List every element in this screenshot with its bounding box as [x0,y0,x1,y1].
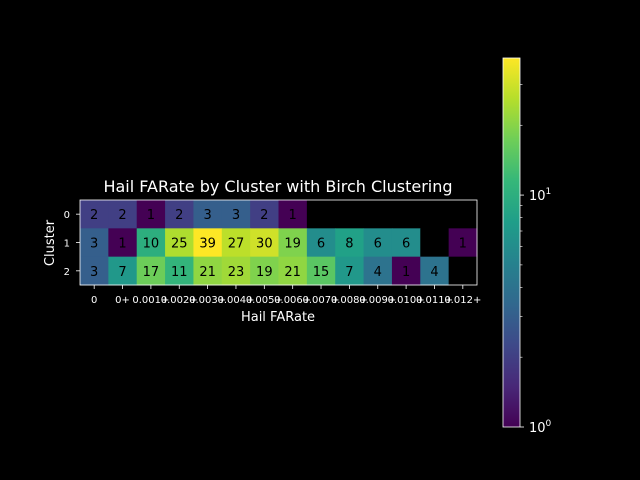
heatmap-cell [420,200,449,229]
cell-value-label: 3 [232,208,240,223]
cell-value-label: 23 [228,265,245,280]
cell-value-label: 1 [459,237,467,252]
heatmap-cell [307,200,336,229]
cell-value-label: 27 [228,237,245,252]
cell-value-label: 6 [374,237,382,252]
cell-value-label: 2 [260,208,268,223]
colorbar-tick-label: 100 [529,419,552,436]
cell-value-label: 6 [317,237,325,252]
x-tick-label: 0+ [115,295,130,306]
cell-value-label: 30 [256,237,273,252]
heatmap-cell [335,200,364,229]
cell-value-label: 3 [203,208,211,223]
cell-value-label: 21 [199,265,216,280]
chart-title: Hail FARate by Cluster with Birch Cluste… [103,177,452,196]
cell-value-label: 21 [284,265,301,280]
cell-value-label: 1 [402,265,410,280]
x-axis-ticks: 0 0+ 0.001+0.002+0.003+0.004+0.005+0.006+0… [91,285,481,306]
colorbar-tick-label: 101 [529,187,551,204]
colorbar [503,58,520,427]
cell-value-label: 19 [256,265,273,280]
heatmap-cell [392,200,421,229]
cell-value-label: 2 [118,208,126,223]
heatmap-cell [364,200,393,229]
cell-value-label: 2 [90,208,98,223]
cell-value-label: 6 [402,237,410,252]
x-tick-label: 0 [91,295,97,306]
cell-value-label: 2 [175,208,183,223]
x-tick-label: 0.012+ [444,295,481,306]
cell-value-label: 1 [289,208,297,223]
heatmap-cell [420,228,449,257]
y-axis-label: Cluster [43,219,58,266]
y-tick-label: 1 [64,239,70,250]
cell-value-label: 7 [345,265,353,280]
cell-value-label: 8 [345,237,353,252]
cell-value-label: 4 [430,265,438,280]
cell-value-label: 7 [118,265,126,280]
cell-value-label: 3 [90,237,98,252]
x-axis-label: Hail FARate [241,310,315,325]
heatmap-cells [80,200,478,286]
heatmap-cell [449,200,478,229]
cell-value-label: 1 [118,237,126,252]
cell-value-label: 19 [284,237,301,252]
y-tick-label: 0 [64,210,70,221]
cell-value-label: 3 [90,265,98,280]
y-tick-label: 2 [64,267,70,278]
cell-value-label: 39 [199,237,216,252]
cell-value-label: 1 [147,208,155,223]
cell-value-label: 25 [171,237,188,252]
y-axis-ticks: 0 1 2 [64,210,80,278]
colorbar-ticks: 100 101 [520,84,552,436]
cell-value-label: 4 [374,265,382,280]
cell-value-label: 10 [143,237,160,252]
cell-value-label: 15 [313,265,330,280]
cell-value-label: 11 [171,265,188,280]
cell-value-label: 17 [143,265,160,280]
heatmap-cell [449,257,478,286]
